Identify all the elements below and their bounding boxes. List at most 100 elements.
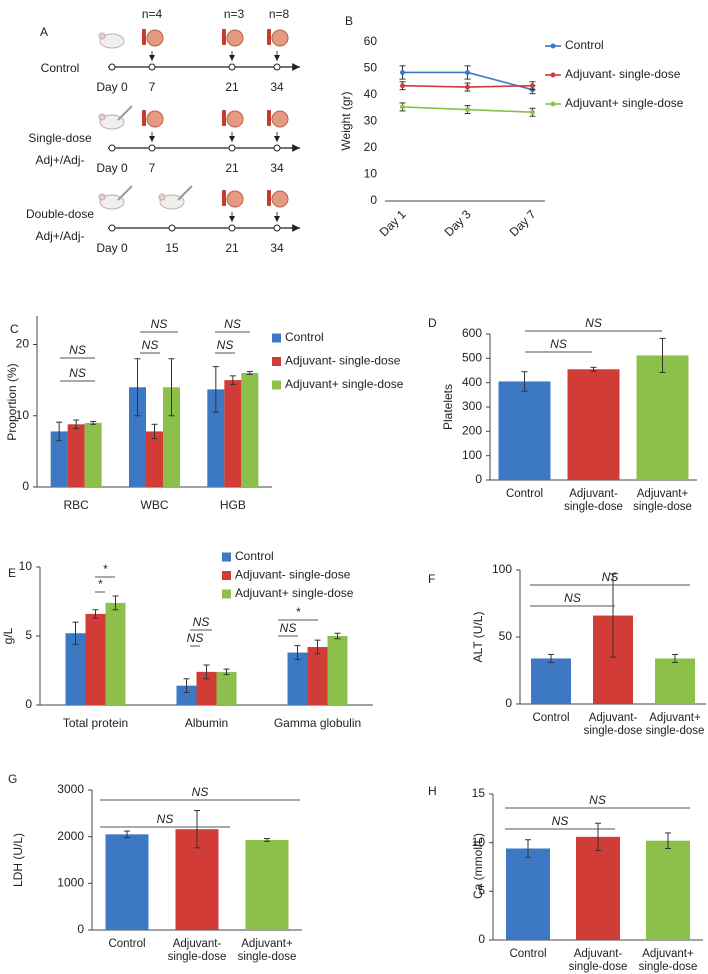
- panel-label: H: [428, 784, 437, 798]
- group-name: Control: [41, 61, 80, 75]
- bar: [176, 685, 197, 705]
- bar: [224, 380, 242, 487]
- day-label: 34: [270, 241, 284, 255]
- x-tick-label: Adjuvant+ single-dose: [237, 938, 297, 963]
- organ-icon: [271, 190, 289, 208]
- x-tick-label: Day 1: [377, 207, 409, 239]
- group-name: Adj+/Adj-: [35, 153, 84, 167]
- group-name: Adj+/Adj-: [35, 229, 84, 243]
- syringe-icon: [177, 185, 193, 201]
- significance-label: NS: [217, 338, 234, 352]
- syringe-icon: [117, 185, 133, 201]
- y-axis-label: Ca (mmol/L): [471, 833, 485, 899]
- timepoint: [273, 144, 281, 152]
- significance-label: NS: [585, 316, 602, 330]
- timepoint: [228, 144, 236, 152]
- significance-label: NS: [157, 812, 174, 826]
- blood-tube-icon: [267, 29, 271, 45]
- organ-icon: [226, 190, 244, 208]
- mouse-ear: [98, 113, 106, 121]
- timepoint: [148, 144, 156, 152]
- y-tick-label: 20: [16, 337, 30, 351]
- bar: [65, 633, 86, 705]
- timepoint: [228, 63, 236, 71]
- y-tick-label: 60: [364, 34, 378, 48]
- y-tick-label: 20: [364, 140, 378, 154]
- x-tick-label: Control: [532, 712, 569, 724]
- group-name: Single-dose: [28, 131, 92, 145]
- bar: [576, 836, 620, 940]
- group-name: Double-dose: [26, 207, 94, 221]
- x-tick-label-text: Adjuvant+ single-dose: [645, 712, 705, 737]
- bar: [655, 658, 695, 704]
- organ-icon: [271, 110, 289, 128]
- day-label: 15: [165, 241, 179, 255]
- point: [400, 104, 405, 110]
- legend-label: Adjuvant+ single-dose: [565, 96, 684, 110]
- y-tick-label: 0: [475, 472, 482, 486]
- day-label: 7: [149, 80, 156, 94]
- significance-label: NS: [280, 621, 297, 635]
- blood-tube-icon: [222, 190, 226, 206]
- x-tick-label-text: Control: [509, 948, 547, 960]
- day-label: 21: [225, 241, 239, 255]
- point: [465, 84, 470, 90]
- significance-label: NS: [602, 570, 619, 584]
- point: [465, 107, 470, 113]
- x-tick-label: Adjuvant+ single-dose: [645, 712, 705, 737]
- legend-label: Adjuvant+ single-dose: [285, 377, 404, 391]
- significance-label: NS: [552, 814, 569, 828]
- x-tick-label: WBC: [141, 498, 169, 512]
- x-tick-label: Adjuvant+ single-dose: [633, 488, 692, 513]
- bar: [531, 658, 571, 704]
- timepoint: [273, 224, 281, 232]
- x-tick-label: Albumin: [185, 716, 228, 730]
- bar: [287, 652, 308, 705]
- organ-icon: [226, 29, 244, 47]
- bar: [646, 840, 690, 940]
- mouse-ear: [158, 193, 166, 201]
- day-label: 34: [270, 161, 284, 175]
- bar: [105, 834, 149, 930]
- bar: [207, 389, 225, 487]
- legend-label: Control: [565, 38, 604, 52]
- mouse-icon: [99, 114, 125, 130]
- y-tick-label: 50: [364, 61, 378, 75]
- organ-icon: [226, 110, 244, 128]
- timepoint: [108, 144, 116, 152]
- legend-swatch: [222, 589, 231, 599]
- legend-label: Adjuvant- single-dose: [285, 354, 401, 368]
- bar: [50, 431, 68, 487]
- significance-label: NS: [142, 338, 159, 352]
- legend-label: Adjuvant- single-dose: [235, 568, 351, 582]
- legend-label: Adjuvant+ single-dose: [235, 586, 354, 600]
- bar: [636, 355, 689, 480]
- mouse-icon: [99, 194, 125, 210]
- x-tick-label: Gamma globulin: [274, 716, 361, 730]
- y-axis-label: Proportion (%): [5, 363, 19, 440]
- y-axis-label: Weight (gr): [339, 91, 353, 150]
- day-label: 21: [225, 161, 239, 175]
- y-axis-label: Platelets: [441, 384, 455, 430]
- y-tick-label: 600: [462, 326, 482, 340]
- bar: [216, 671, 237, 705]
- timepoint: [108, 63, 116, 71]
- y-tick-label: 15: [472, 786, 486, 800]
- timepoint: [148, 63, 156, 71]
- bar: [196, 671, 217, 705]
- timepoint: [108, 224, 116, 232]
- blood-tube-icon: [267, 110, 271, 126]
- significance-label: NS: [69, 366, 86, 380]
- x-tick-label: Adjuvant+ single-dose: [639, 948, 698, 973]
- day-label: Day 0: [96, 80, 128, 94]
- y-tick-label: 0: [77, 922, 84, 936]
- x-tick-label-text: Adjuvant+ single-dose: [237, 938, 297, 963]
- bar: [129, 387, 146, 487]
- point: [530, 109, 535, 115]
- bar: [567, 369, 620, 480]
- y-tick-label: 10: [16, 408, 30, 422]
- day-label: Day 0: [96, 161, 128, 175]
- bar: [327, 636, 348, 705]
- day-label: 7: [149, 161, 156, 175]
